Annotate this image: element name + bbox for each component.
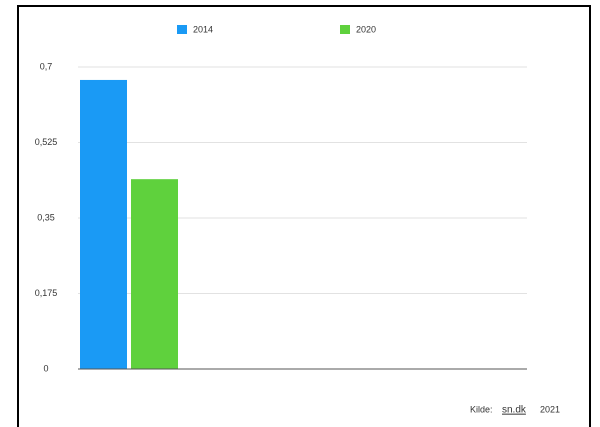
legend-label: 2014 <box>193 24 213 34</box>
bar <box>131 179 178 369</box>
legend-swatch <box>177 25 187 34</box>
y-tick-label: 0 <box>43 363 48 373</box>
legend-label: 2020 <box>356 24 376 34</box>
bar <box>80 79 127 369</box>
frame <box>17 5 591 427</box>
source-label: Kilde: <box>470 404 493 414</box>
y-tick-label: 0,175 <box>35 288 58 298</box>
source-year: 2021 <box>540 404 560 414</box>
legend-swatch <box>340 25 350 34</box>
source-link: sn.dk <box>502 405 527 416</box>
y-tick-label: 0,525 <box>35 137 58 147</box>
y-tick-label: 0,35 <box>37 212 55 222</box>
y-tick-label: 0,7 <box>40 61 53 71</box>
